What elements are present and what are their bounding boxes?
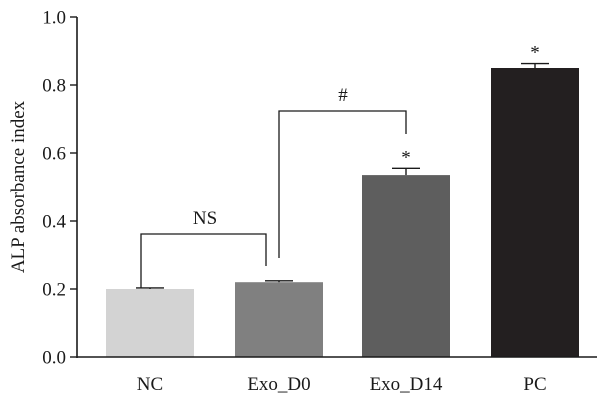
comparison-label: # — [338, 85, 348, 106]
y-tick-label: 1.0 — [42, 8, 66, 29]
x-tick-label: NC — [137, 374, 163, 395]
x-tick-label: PC — [523, 374, 546, 395]
significance-brackets: NS # — [140, 85, 407, 288]
y-tick-label: 0.8 — [42, 76, 66, 97]
comparison-bracket — [140, 233, 267, 288]
bar-exo-d14 — [362, 175, 450, 357]
y-tick-label: 0.0 — [42, 348, 66, 369]
x-axis-labels: NC Exo_D0 Exo_D14 PC — [137, 374, 547, 395]
significance-marker: * — [530, 43, 540, 64]
x-tick-label: Exo_D0 — [247, 374, 310, 395]
comparison-label: NS — [193, 208, 217, 229]
x-tick-label: Exo_D14 — [370, 374, 443, 395]
y-tick-label: 0.6 — [42, 144, 66, 165]
error-bars-group: ** — [136, 43, 549, 289]
bar-pc — [491, 68, 579, 357]
y-tick-label: 0.4 — [42, 212, 66, 233]
y-tick-label: 0.2 — [42, 280, 66, 301]
y-axis-ticks: 0.0 0.2 0.4 0.6 0.8 1.0 — [42, 8, 77, 369]
bar-exo-d0 — [235, 282, 323, 357]
significance-marker: * — [401, 147, 411, 168]
y-axis-label: ALP absorbance index — [8, 100, 29, 273]
comparison-bracket — [278, 110, 407, 258]
bars-group — [106, 68, 579, 357]
bar-nc — [106, 289, 194, 357]
